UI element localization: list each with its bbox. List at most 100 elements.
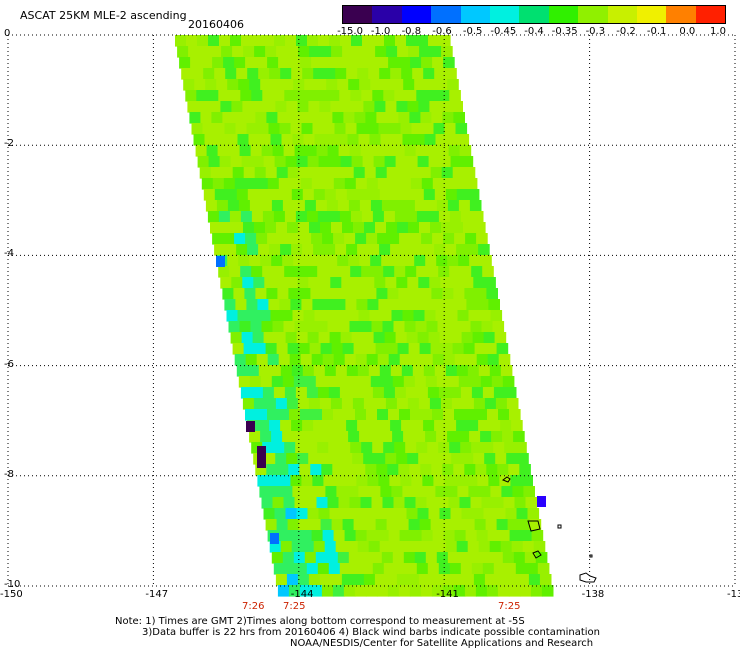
swath-cell xyxy=(405,442,417,454)
swath-cell xyxy=(234,233,246,245)
swath-cell xyxy=(453,585,466,597)
swath-cell xyxy=(380,134,393,146)
swath-cell xyxy=(471,563,484,575)
swath-cell xyxy=(238,255,250,267)
swath-cell xyxy=(291,365,304,377)
swath-cell xyxy=(389,123,402,135)
swath-cell xyxy=(504,563,517,575)
swath-cell xyxy=(425,79,437,91)
swath-cell xyxy=(241,332,254,344)
swath-cell xyxy=(325,486,337,498)
swath-cell xyxy=(328,387,341,399)
swath-cell xyxy=(375,46,387,58)
swath-cell xyxy=(348,552,361,564)
swath-cell xyxy=(333,57,345,69)
swath-cell xyxy=(393,145,406,157)
swath-cell xyxy=(467,420,479,432)
swath-cell xyxy=(451,277,463,289)
swath-cell xyxy=(357,244,369,256)
swath-cell xyxy=(458,431,470,443)
swath-cell xyxy=(364,519,377,531)
swath-cell xyxy=(396,453,408,465)
swath-cell xyxy=(230,35,242,47)
swath-cell xyxy=(390,68,402,80)
swath-cell xyxy=(260,79,272,91)
swath-cell xyxy=(320,519,333,531)
swath-cell xyxy=(525,497,538,509)
swath-cell xyxy=(379,189,392,201)
swath-cell xyxy=(350,266,362,278)
swath-cell xyxy=(420,464,432,476)
swath-cell xyxy=(408,222,420,234)
swath-cell xyxy=(260,431,272,443)
swath-cell xyxy=(374,453,386,465)
swath-cell xyxy=(357,420,369,432)
swath-cell xyxy=(528,574,541,586)
swath-cell xyxy=(328,90,340,102)
swath-cell xyxy=(513,552,526,564)
island-outline xyxy=(527,520,541,532)
swath-cell xyxy=(365,464,377,476)
swath-cell xyxy=(248,134,261,146)
swath-cell xyxy=(362,156,375,168)
swath-cell xyxy=(531,530,544,542)
swath-cell xyxy=(304,431,316,443)
swath-cell xyxy=(384,156,397,168)
swath-cell xyxy=(429,453,441,465)
swath-cell xyxy=(263,332,276,344)
swath-cell xyxy=(378,299,390,311)
swath-cell xyxy=(309,46,321,58)
swath-cell xyxy=(324,244,336,256)
swath-cell xyxy=(473,277,485,289)
colorbar-label: -0.2 xyxy=(616,26,636,37)
swath-cell xyxy=(338,497,351,509)
swath-cell xyxy=(322,178,335,190)
swath-cell xyxy=(373,35,385,47)
x-tick-label: -138 xyxy=(581,589,605,600)
swath-cell xyxy=(413,134,426,146)
swath-cell xyxy=(422,299,434,311)
swath-cell xyxy=(281,486,293,498)
swath-cell xyxy=(280,365,293,377)
swath-cell xyxy=(307,508,320,520)
swath-cell xyxy=(414,376,427,388)
swath-cell xyxy=(446,310,459,322)
swath-cell xyxy=(467,365,480,377)
swath-cell xyxy=(506,398,519,410)
swath-cell xyxy=(377,57,389,69)
swath-cell xyxy=(265,343,278,355)
swath-cell xyxy=(210,46,222,58)
swath-cell xyxy=(517,453,529,465)
swath-cell xyxy=(247,244,259,256)
swath-cell xyxy=(310,585,323,597)
swath-cell xyxy=(366,233,378,245)
swath-cell xyxy=(251,387,264,399)
swath-cell xyxy=(256,409,268,421)
swath-cell xyxy=(252,156,265,168)
swath-cell xyxy=(351,156,364,168)
swath-cell xyxy=(299,112,311,124)
swath-cell xyxy=(312,123,325,135)
swath-cell xyxy=(222,288,234,300)
swath-cell xyxy=(506,453,518,465)
swath-cell xyxy=(234,178,247,190)
swath-cell xyxy=(365,585,378,597)
swath-cell xyxy=(343,288,355,300)
swath-cell xyxy=(459,497,472,509)
swath-cell xyxy=(218,211,231,223)
swath-cell xyxy=(306,266,318,278)
colorbar-label: -0.6 xyxy=(432,26,452,37)
swath-cell xyxy=(390,189,403,201)
swath-cell xyxy=(285,508,298,520)
swath-cell xyxy=(423,189,436,201)
swath-cell xyxy=(463,167,476,179)
swath-cell xyxy=(502,376,515,388)
swath-cell xyxy=(448,145,461,157)
swath-cell xyxy=(456,189,469,201)
swath-cell xyxy=(239,145,252,157)
swath-cell xyxy=(225,189,238,201)
swath-cell xyxy=(311,409,323,421)
swath-cell xyxy=(352,277,364,289)
swath-cell xyxy=(410,178,423,190)
swath-cell xyxy=(483,332,496,344)
